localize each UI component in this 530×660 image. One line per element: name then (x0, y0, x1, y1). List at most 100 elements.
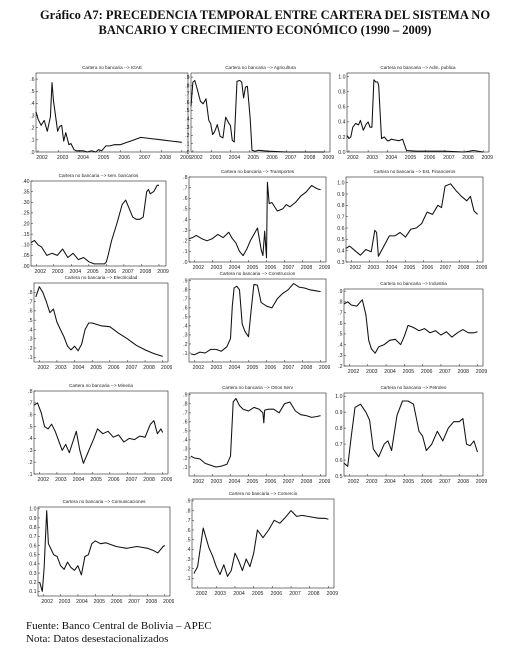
figure-title-line2: BANCARIO Y CRECIMIENTO ECONÓMICO (1990 –… (98, 23, 432, 37)
y-tick-label: .7 (185, 92, 189, 98)
chart-panel-7: Cartera no bancaria --> Electricidad .1 .2… (28, 275, 172, 371)
y-tick-label: .9 (186, 499, 190, 505)
x-tick-label: 2009 (323, 155, 334, 161)
panel-title: Cartera no bancaria --> Industria (380, 281, 447, 286)
series-line (188, 181, 321, 259)
panel-title: Cartera no bancaria --> Transportes (221, 169, 295, 174)
x-tick-label: 2002 (38, 365, 50, 371)
y-tick-label: 0.8 (335, 426, 342, 432)
x-tick-label: 2002 (350, 265, 362, 271)
y-tick-label: .3 (28, 337, 32, 343)
y-tick-label: 0.5 (337, 237, 344, 243)
x-tick-label: 2004 (229, 265, 241, 271)
x-tick-label: 2003 (52, 269, 64, 275)
x-tick-label: 2002 (193, 265, 205, 271)
x-tick-label: 2005 (403, 479, 415, 485)
y-tick-label: .7 (183, 297, 187, 303)
x-tick-label: 2004 (386, 265, 398, 271)
x-tick-label: 2002 (191, 155, 203, 161)
y-tick-label: .5 (30, 89, 34, 95)
y-tick-label: .6 (338, 321, 342, 327)
x-tick-label: 2002 (193, 365, 205, 371)
x-tick-label: 2004 (229, 155, 241, 161)
x-tick-label: 2009 (476, 479, 487, 485)
y-tick-label: .7 (28, 401, 32, 407)
y-tick-label: .4 (183, 438, 187, 444)
x-tick-label: 2006 (265, 479, 277, 485)
y-tick-label: .5 (183, 315, 187, 321)
x-tick-label: 2003 (55, 365, 67, 371)
y-tick-label: .4 (186, 547, 190, 553)
y-tick-label: 0.3 (29, 571, 36, 577)
y-tick-label: .6 (185, 100, 189, 106)
x-tick-label: 2004 (76, 599, 88, 605)
y-tick-label: 0.4 (29, 562, 36, 568)
chart-panel-2: Cartera no bancaria --> Agricultura .0 .1.… (185, 65, 334, 161)
x-tick-label: 2004 (73, 477, 85, 483)
x-tick-label: 2004 (386, 155, 398, 161)
x-tick-label: 2002 (34, 269, 46, 275)
x-tick-label: 2007 (283, 479, 295, 485)
y-tick-label: 0.6 (337, 226, 344, 232)
series-line (35, 286, 163, 357)
x-tick-label: 2002 (347, 155, 359, 161)
x-tick-label: 2008 (140, 269, 152, 275)
y-tick-label: .2 (183, 456, 187, 462)
x-tick-label: 2003 (210, 155, 222, 161)
panel-title: Cartera no bancaria --> Est. Financieros (374, 169, 457, 174)
y-tick-label: .30 (22, 200, 29, 206)
x-tick-label: 2004 (77, 155, 89, 161)
x-tick-label: 2009 (481, 155, 493, 161)
plot-frame (33, 282, 169, 363)
panel-title: Cartera no bancaria --> Construccion (220, 271, 296, 276)
y-tick-label: 0.5 (29, 553, 36, 559)
x-tick-label: 2003 (55, 477, 67, 483)
x-tick-label: 2006 (118, 155, 130, 161)
y-tick-label: .3 (183, 447, 187, 453)
x-tick-label: 2008 (457, 369, 469, 375)
figure-title: Gráfico A7: PRECEDENCIA TEMPORAL ENTRE C… (0, 8, 530, 38)
y-tick-label: .1 (28, 472, 32, 478)
x-tick-label: 2007 (126, 365, 138, 371)
chart-panel-11: Cartera no bancaria --> Otros Serv .1 .2 .3… (183, 385, 330, 485)
y-tick-label: 0.6 (29, 543, 36, 549)
y-tick-label: .4 (183, 217, 187, 223)
x-tick-label: 2008 (308, 591, 320, 597)
y-tick-label: .6 (30, 77, 34, 83)
y-tick-label: .7 (338, 310, 342, 316)
plot-frame (345, 176, 484, 263)
series-line (343, 400, 478, 467)
x-tick-label: 2006 (265, 265, 277, 271)
y-tick-label: .8 (28, 290, 32, 296)
chart-panel-9: Cartera no bancaria --> Industria .2 .3 .4.… (338, 281, 487, 375)
y-tick-label: .9 (183, 279, 187, 285)
y-tick-label: .8 (183, 402, 187, 408)
y-tick-label: .3 (30, 113, 34, 119)
series-line (190, 397, 321, 468)
x-tick-label: 2003 (59, 599, 71, 605)
y-tick-label: .2 (30, 125, 34, 131)
x-tick-label: 2004 (73, 365, 85, 371)
plot-frame (343, 392, 484, 477)
x-tick-label: 2006 (421, 369, 433, 375)
panel-title: Cartera no bancaria --> Agricultura (225, 65, 296, 70)
x-tick-label: 2006 (108, 365, 120, 371)
y-tick-label: .8 (185, 83, 189, 89)
figure-title-line1: Gráfico A7: PRECEDENCIA TEMPORAL ENTRE C… (39, 8, 491, 22)
y-tick-label: .6 (183, 420, 187, 426)
x-tick-label: 2008 (457, 479, 469, 485)
x-tick-label: 2008 (143, 477, 155, 483)
x-tick-label: 2005 (247, 479, 259, 485)
panel-title: Cartera no bancaria --> Comercio (229, 491, 298, 496)
x-tick-label: 2006 (422, 265, 434, 271)
y-tick-label: .15 (22, 232, 29, 238)
y-tick-label: .6 (28, 309, 32, 315)
y-tick-label: .5 (183, 207, 187, 213)
x-tick-label: 2009 (161, 477, 172, 483)
x-tick-label: 2003 (211, 479, 223, 485)
x-tick-label: 2009 (476, 369, 487, 375)
y-tick-label: .5 (185, 108, 189, 114)
y-tick-label: 0.8 (29, 525, 36, 531)
y-tick-label: .3 (338, 353, 342, 359)
y-tick-label: .8 (186, 508, 190, 514)
